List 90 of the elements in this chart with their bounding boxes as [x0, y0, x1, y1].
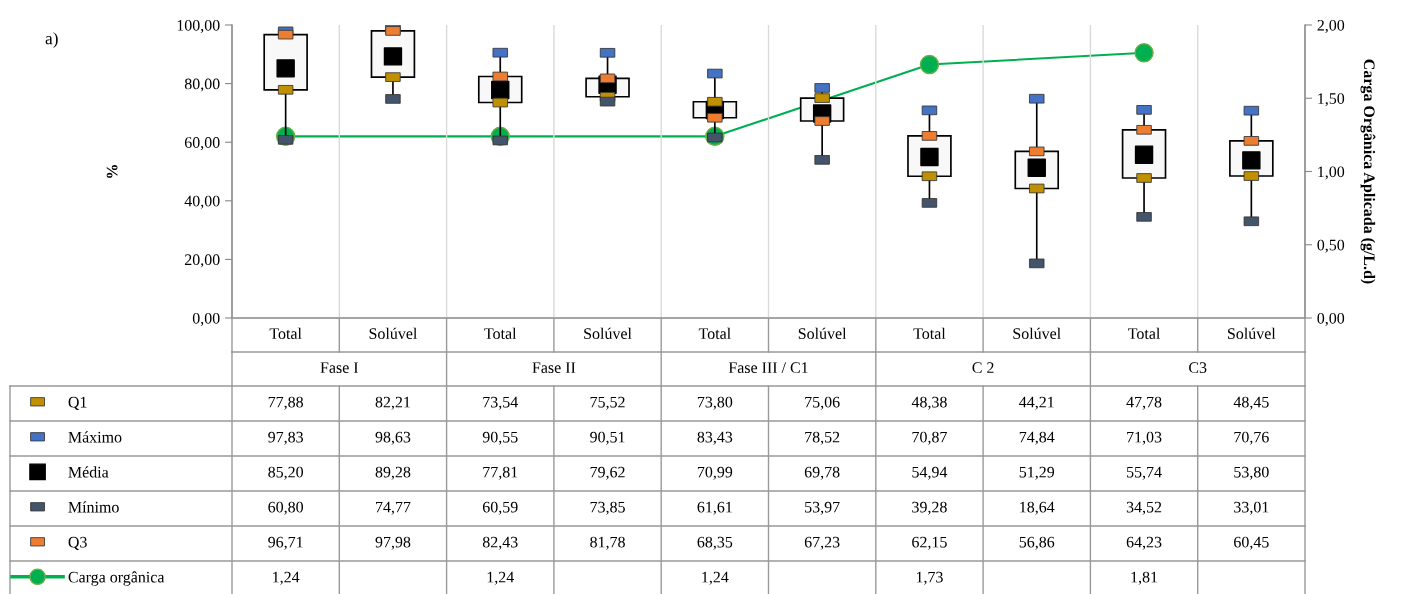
data-label: 1,24 — [273, 571, 300, 585]
data-label: 81,78 — [590, 536, 625, 550]
data-label: 1,24 — [487, 571, 514, 585]
data-label: 77,88 — [268, 396, 304, 410]
data-label: 70,87 — [912, 431, 947, 445]
data-label: 60,59 — [482, 501, 518, 515]
text: a) — [45, 32, 58, 48]
data-label: 90,51 — [590, 431, 625, 445]
y-tick-label: 20,00 — [184, 254, 220, 268]
data-label: 75,06 — [805, 396, 840, 410]
data-label: 48,38 — [911, 396, 947, 410]
x-tick-label: Solúvel — [1228, 327, 1276, 339]
data-label: 77,81 — [483, 466, 518, 480]
x-tick-label: Total — [1128, 327, 1161, 339]
text: Fase II — [532, 362, 576, 373]
y2-tick-label: 0,50 — [1317, 239, 1345, 253]
y-tick-label: 40,00 — [184, 195, 220, 209]
data-label: 73,80 — [697, 396, 733, 410]
data-label: 70,76 — [1234, 431, 1269, 445]
data-label: 39,28 — [912, 501, 947, 515]
data-label: 34,52 — [1126, 501, 1162, 515]
y-tick-label: 80,00 — [184, 78, 220, 92]
data-label: 61,61 — [697, 501, 732, 515]
data-label: 73,54 — [483, 396, 518, 410]
data-label: 96,71 — [268, 536, 303, 550]
text: Fase III / C1 — [728, 362, 808, 373]
x-tick-label: Total — [913, 327, 946, 339]
data-label: 33,01 — [1234, 501, 1269, 515]
y2-tick-label: 1,00 — [1318, 166, 1345, 180]
data-label: 83,43 — [697, 431, 733, 445]
data-label: 60,45 — [1234, 536, 1269, 550]
y2-tick-label: 2,00 — [1317, 19, 1345, 33]
data-label: 1,81 — [1131, 571, 1158, 585]
data-label: 48,45 — [1233, 396, 1269, 410]
legend-label: Média — [68, 466, 109, 478]
y-tick-label: 60,00 — [184, 137, 220, 151]
data-label: 75,52 — [590, 396, 625, 410]
text: Fase I — [320, 362, 359, 373]
data-label: 18,64 — [1020, 501, 1055, 515]
data-label: 73,85 — [590, 501, 625, 515]
y2-tick-label: 1,50 — [1318, 93, 1345, 107]
x-tick-label: Total — [698, 327, 731, 339]
legend-label: Mínimo — [68, 501, 119, 513]
legend-label: Q3 — [68, 536, 87, 550]
data-label: 55,74 — [1127, 466, 1162, 480]
data-label: 82,43 — [482, 536, 518, 550]
data-label: 70,99 — [697, 466, 733, 480]
data-label: 67,23 — [804, 536, 840, 550]
x-tick-label: Solúvel — [1013, 327, 1061, 339]
data-label: 74,77 — [376, 501, 411, 515]
data-label: 44,21 — [1019, 396, 1054, 410]
data-label: 51,29 — [1019, 466, 1055, 480]
data-label: 68,35 — [697, 536, 733, 550]
y-tick-label: 0,00 — [192, 312, 220, 326]
data-label: 98,63 — [375, 431, 411, 445]
y2-tick-label: 0,00 — [1317, 312, 1345, 326]
legend-label: Q1 — [68, 396, 87, 410]
y2-axis-title: Carga Orgânica Aplicada (g/L.d) — [1360, 59, 1376, 284]
data-label: 53,97 — [805, 501, 840, 515]
x-tick-label: Total — [269, 327, 302, 339]
data-label: 54,94 — [912, 466, 948, 480]
data-label: 82,21 — [375, 396, 410, 410]
data-label: 69,78 — [804, 466, 840, 480]
data-label: 62,15 — [912, 536, 947, 550]
data-label: 56,86 — [1019, 536, 1055, 550]
data-label: 90,55 — [482, 431, 518, 445]
data-label: 47,78 — [1126, 396, 1162, 410]
x-tick-label: Solúvel — [369, 327, 418, 339]
data-label: 60,80 — [268, 501, 304, 515]
x-tick-label: Solúvel — [798, 327, 847, 339]
y-tick-label: 100,00 — [177, 19, 220, 33]
data-label: 78,52 — [805, 431, 840, 445]
legend-label: Carga orgânica — [68, 571, 165, 586]
y-axis-title: % — [106, 165, 118, 178]
legend-label: Máximo — [68, 431, 122, 443]
data-label: 1,73 — [916, 571, 943, 585]
data-label: 97,98 — [375, 536, 411, 550]
x-tick-label: Total — [484, 327, 517, 339]
data-label: 71,03 — [1127, 431, 1162, 445]
text: C3 — [1189, 362, 1207, 373]
data-label: 85,20 — [268, 466, 304, 480]
data-label: 97,83 — [268, 431, 303, 445]
data-label: 89,28 — [375, 466, 411, 480]
data-label: 79,62 — [590, 466, 625, 480]
text: C 2 — [972, 362, 994, 373]
x-tick-label: Solúvel — [584, 327, 632, 339]
data-label: 74,84 — [1019, 431, 1055, 445]
data-label: 1,24 — [702, 571, 729, 585]
data-label: 64,23 — [1126, 536, 1162, 550]
data-label: 53,80 — [1234, 466, 1269, 480]
